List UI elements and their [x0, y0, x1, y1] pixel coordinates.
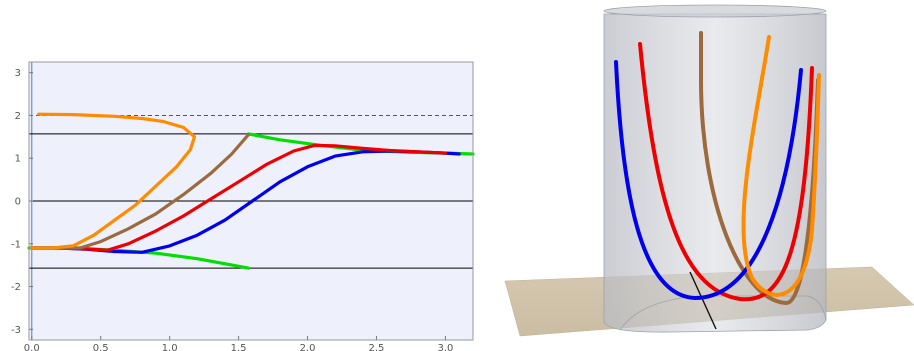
curve-3d-brown — [699, 31, 820, 306]
axis-segment — [689, 271, 717, 330]
cylinder-3d-scene — [504, 4, 914, 337]
y-tick-label: 2 — [15, 111, 21, 122]
x-tick-label: 0.5 — [93, 343, 109, 351]
series-line-5 — [30, 112, 197, 250]
cylinder-surface — [603, 13, 827, 333]
curve-3d-red — [638, 42, 814, 302]
y-tick-label: -2 — [11, 282, 21, 293]
y-tick-label: -1 — [11, 239, 21, 250]
series-line-4 — [30, 133, 250, 250]
series-line-3 — [30, 143, 447, 252]
y-tick-label: 0 — [15, 197, 21, 208]
plot-frame — [28, 61, 474, 341]
y-tick-label: 1 — [15, 154, 21, 165]
curve-3d-orange — [741, 35, 821, 297]
x-tick-label: 2.0 — [300, 343, 316, 351]
curve-3d-blue — [614, 60, 803, 301]
x-tick-label: 1.5 — [231, 343, 247, 351]
y-tick-label: -3 — [11, 325, 21, 336]
cylinder-top-rim — [603, 4, 827, 18]
y-tick-label: 3 — [15, 68, 21, 79]
phase-plot: 0.0 0.5 1.0 1.5 2.0 2.5 3.0 -3 -2 -1 0 1 2 3 — [11, 61, 475, 351]
x-tick-label: 3.0 — [437, 343, 453, 351]
x-axis-ticks: 0.0 0.5 1.0 1.5 2.0 2.5 3.0 — [24, 336, 453, 351]
y-axis-ticks: -3 -2 -1 0 1 2 3 — [11, 68, 33, 336]
x-tick-label: 2.5 — [369, 343, 385, 351]
plot-series — [27, 112, 475, 270]
x-tick-label: 0.0 — [24, 343, 40, 351]
x-tick-label: 1.0 — [162, 343, 178, 351]
